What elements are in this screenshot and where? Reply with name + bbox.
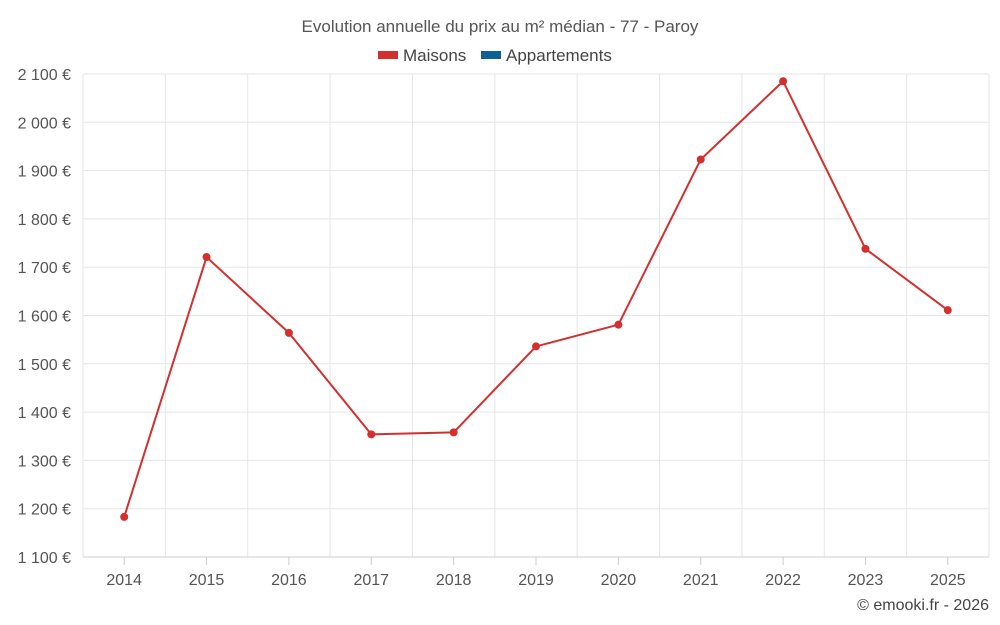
y-tick-label: 1 500 € [18,357,71,374]
data-point-maisons[interactable] [943,306,952,315]
y-tick-label: 1 200 € [18,502,71,519]
legend-swatch-appartements[interactable] [481,51,501,59]
legend-label-maisons[interactable]: Maisons [403,46,466,65]
x-tick-label: 2019 [518,572,554,589]
x-tick-label: 2014 [106,572,142,589]
x-tick-label: 2020 [601,572,637,589]
y-tick-label: 2 000 € [18,115,71,132]
x-tick-label: 2015 [189,572,225,589]
data-point-maisons[interactable] [367,430,376,439]
x-gridlines [82,74,990,557]
data-point-maisons[interactable] [202,253,211,262]
x-tick-label: 2021 [683,572,719,589]
series-maisons [120,77,952,521]
x-tick-label: 2025 [930,572,966,589]
data-point-maisons[interactable] [861,244,870,253]
legend-swatch-maisons[interactable] [378,51,398,59]
chart-title: Evolution annuelle du prix au m² médian … [302,17,699,36]
y-tick-label: 1 300 € [18,453,71,470]
y-gridlines [83,73,989,558]
x-tick-label: 2016 [271,572,307,589]
y-tick-label: 2 100 € [18,67,71,84]
x-tick-label: 2017 [353,572,389,589]
y-tick-label: 1 700 € [18,260,71,277]
y-tick-label: 1 600 € [18,309,71,326]
x-axis: 2014 2015 2016 2017 2018 2019 2020 2021 2022 2023… [83,556,989,589]
x-tick-label: 2018 [436,572,472,589]
credit-text: © emooki.fr - 2026 [857,597,989,614]
y-tick-label: 1 100 € [18,550,71,567]
y-tick-label: 1 400 € [18,405,71,422]
data-point-maisons[interactable] [449,428,458,437]
x-tick-label: 2023 [848,572,884,589]
y-tick-label: 1 800 € [18,212,71,229]
x-tick-label: 2022 [765,572,801,589]
data-point-maisons[interactable] [779,77,788,86]
legend[interactable]: Maisons Appartements [378,46,612,65]
data-point-maisons[interactable] [284,328,293,337]
data-point-maisons[interactable] [614,320,623,329]
legend-label-appartements[interactable]: Appartements [506,46,612,65]
data-point-maisons[interactable] [532,342,540,351]
y-tick-label: 1 900 € [18,164,71,181]
data-point-maisons[interactable] [696,155,705,164]
y-axis: 1 100 € 1 200 € 1 300 € 1 400 € 1 500 € 1 600… [18,67,71,567]
data-point-maisons[interactable] [120,512,129,521]
